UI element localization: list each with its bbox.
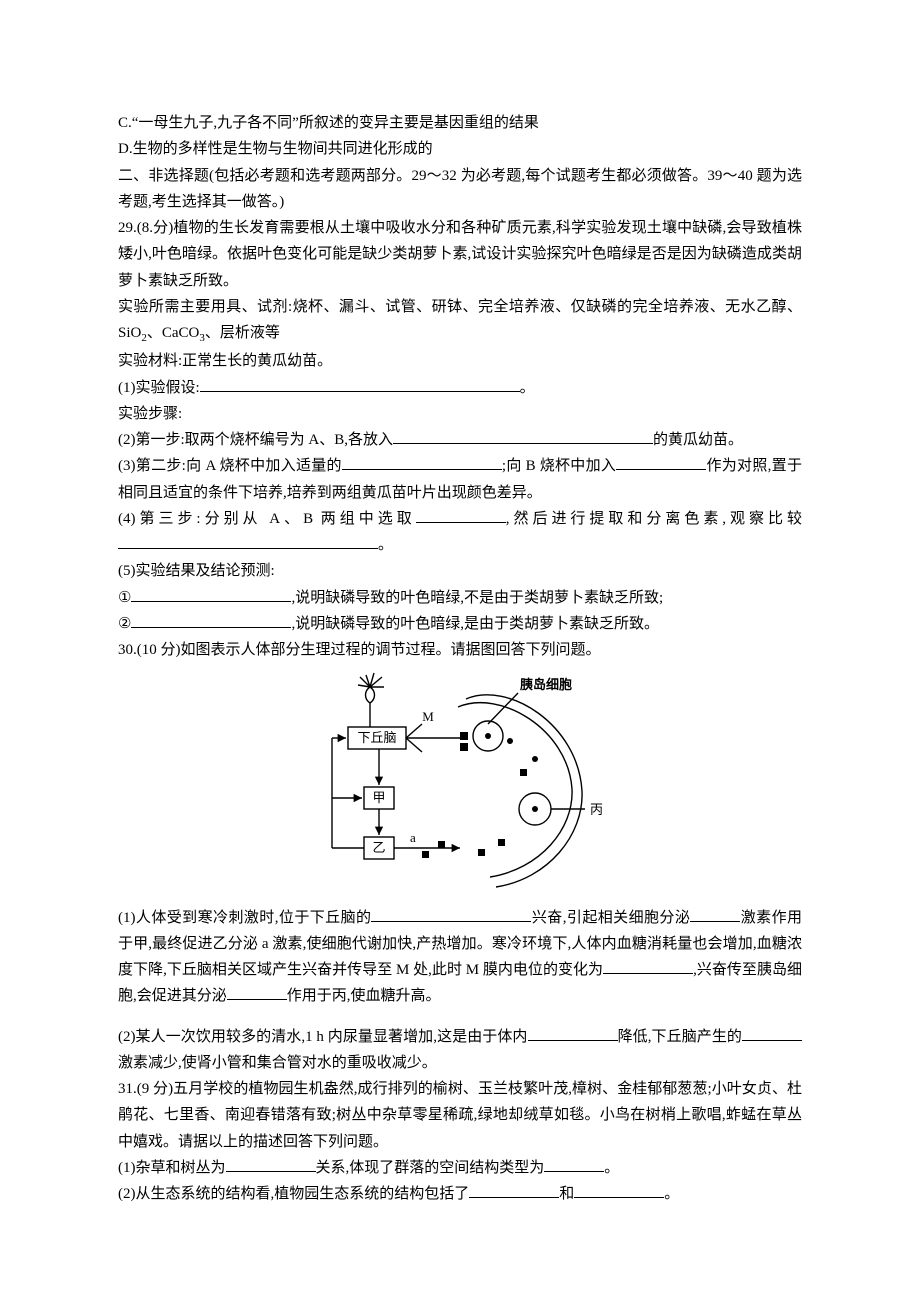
- q31-p1-c: 。: [604, 1160, 619, 1176]
- blank: [393, 428, 653, 444]
- blank: [227, 984, 287, 1000]
- q29-mat-line: 实验材料:正常生长的黄瓜幼苗。: [118, 348, 802, 374]
- q29-p5-label: (5)实验结果及结论预测:: [118, 558, 802, 584]
- svg-text:丙: 丙: [590, 802, 603, 817]
- option-d: D.生物的多样性是生物与生物间共同进化形成的: [118, 136, 802, 162]
- regulation-diagram: 下丘脑 M 胰岛细胞丙 甲乙 a: [310, 669, 610, 889]
- svg-text:胰岛细胞: 胰岛细胞: [520, 677, 572, 692]
- q30-p2-c: 激素减少,使肾小管和集合管对水的重吸收减少。: [118, 1055, 437, 1071]
- q29-caco3-pre: 、CaCO: [147, 325, 200, 341]
- q29-p5-1-tail: ,说明缺磷导致的叶色暗绿,不是由于类胡萝卜素缺乏所致;: [291, 590, 663, 606]
- q29-p5-2-pre: ②: [118, 616, 131, 632]
- q31-stem: 31.(9 分)五月学校的植物园生机盎然,成行排列的榆树、玉兰枝繁叶茂,樟树、金…: [118, 1076, 802, 1155]
- blank: [469, 1182, 559, 1198]
- q29-p1-tail: 。: [520, 380, 535, 396]
- section-2-title: 二、非选择题(包括必考题和选考题两部分。29～32 为必考题,每个试题考生都必须…: [118, 163, 802, 216]
- q31-p1-b: 关系,体现了群落的空间结构类型为: [316, 1160, 545, 1176]
- q29-p3-mid: ;向 B 烧杯中加入: [502, 458, 616, 474]
- blank: [616, 454, 706, 470]
- q29-p2: (2)第一步:取两个烧杯编号为 A、B,各放入 的黄瓜幼苗。: [118, 427, 802, 453]
- q29-p5-2-tail: ,说明缺磷导致的叶色暗绿,是由于类胡萝卜素缺乏所致。: [291, 616, 659, 632]
- blank: [742, 1025, 802, 1041]
- blank: [131, 586, 291, 602]
- q29-p4-mid: ,然后进行提取和分离色素,观察比较: [506, 511, 802, 527]
- q31-p2-b: 和: [559, 1186, 574, 1202]
- svg-text:M: M: [422, 709, 434, 724]
- blank: [603, 958, 693, 974]
- svg-text:乙: 乙: [372, 840, 385, 855]
- q30-p2: (2)某人一次饮用较多的清水,1 h 内尿量显著增加,这是由于体内 降低,下丘脑产…: [118, 1024, 802, 1077]
- q29-p5-1-pre: ①: [118, 590, 131, 606]
- q29-p4: (4)第三步:分别从 A、B 两组中选取 ,然后进行提取和分离色素,观察比较。: [118, 506, 802, 559]
- q31-p1: (1)杂草和树丛为 关系,体现了群落的空间结构类型为 。: [118, 1155, 802, 1181]
- q29-p5-2: ② ,说明缺磷导致的叶色暗绿,是由于类胡萝卜素缺乏所致。: [118, 611, 802, 637]
- q31-p1-a: (1)杂草和树丛为: [118, 1160, 226, 1176]
- q29-p3: (3)第二步:向 A 烧杯中加入适量的;向 B 烧杯中加入作为对照,置于相同且适…: [118, 453, 802, 506]
- blank: [200, 376, 520, 392]
- q30-p2-a: (2)某人一次饮用较多的清水,1 h 内尿量显著增加,这是由于体内: [118, 1029, 528, 1045]
- q29-p5-1: ① ,说明缺磷导致的叶色暗绿,不是由于类胡萝卜素缺乏所致;: [118, 585, 802, 611]
- svg-text:下丘脑: 下丘脑: [357, 730, 396, 745]
- q31-p2: (2)从生态系统的结构看,植物园生态系统的结构包括了 和 。: [118, 1181, 802, 1207]
- q30-stem: 30.(10 分)如图表示人体部分生理过程的调节过程。请据图回答下列问题。: [118, 637, 802, 663]
- blank: [416, 507, 506, 523]
- blank: [342, 454, 502, 470]
- blank: [690, 906, 740, 922]
- blank: [544, 1156, 604, 1172]
- q29-p1: (1)实验假设: 。: [118, 375, 802, 401]
- blank: [528, 1025, 618, 1041]
- q30-p1-e: 作用于丙,使血糖升高。: [287, 988, 441, 1004]
- svg-text:甲: 甲: [372, 790, 385, 805]
- q29-p2-pre: (2)第一步:取两个烧杯编号为 A、B,各放入: [118, 432, 393, 448]
- blank: [371, 906, 531, 922]
- q30-diagram: 下丘脑 M 胰岛细胞丙 甲乙 a: [118, 669, 802, 898]
- svg-text:a: a: [410, 830, 416, 845]
- q30-p1-a: (1)人体受到寒冷刺激时,位于下丘脑的: [118, 910, 371, 926]
- q30-p1-b: 兴奋,引起相关细胞分泌: [531, 910, 690, 926]
- q31-p2-c: 。: [664, 1186, 679, 1202]
- blank: [131, 612, 291, 628]
- q29-p3-pre: (3)第二步:向 A 烧杯中加入适量的: [118, 458, 342, 474]
- q29-p4-tail: 。: [378, 537, 393, 553]
- q30-p2-b: 降低,下丘脑产生的: [618, 1029, 742, 1045]
- q29-p4-pre: (4)第三步:分别从 A、B 两组中选取: [118, 511, 416, 527]
- option-c: C.“一母生九子,九子各不同”所叙述的变异主要是基因重组的结果: [118, 110, 802, 136]
- q29-materials: 实验所需主要用具、试剂:烧杯、漏斗、试管、研钵、完全培养液、仅缺磷的完全培养液、…: [118, 294, 802, 349]
- q30-p1: (1)人体受到寒冷刺激时,位于下丘脑的兴奋,引起相关细胞分泌激素作用于甲,最终促…: [118, 905, 802, 1010]
- blank: [118, 533, 378, 549]
- q29-materials-tail: 、层析液等: [205, 325, 280, 341]
- q31-p2-a: (2)从生态系统的结构看,植物园生态系统的结构包括了: [118, 1186, 469, 1202]
- q29-steps-label: 实验步骤:: [118, 401, 802, 427]
- q29-p1-pre: (1)实验假设:: [118, 380, 200, 396]
- blank: [574, 1182, 664, 1198]
- q29-stem: 29.(8.分)植物的生长发育需要根从土壤中吸收水分和各种矿质元素,科学实验发现…: [118, 215, 802, 294]
- q29-p2-tail: 的黄瓜幼苗。: [653, 432, 743, 448]
- blank: [226, 1156, 316, 1172]
